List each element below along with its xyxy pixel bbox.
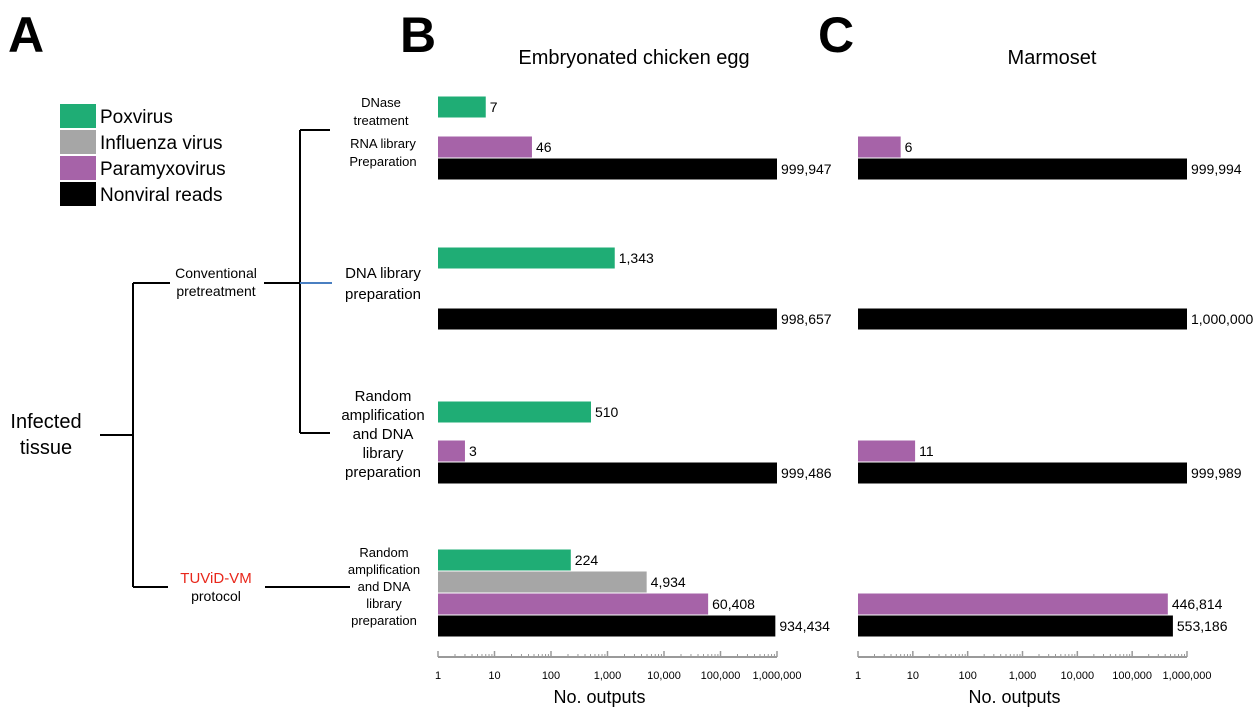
value-label-egg-g2-nonviral-reads: 998,657 bbox=[781, 311, 832, 327]
bar-marmoset-g1-paramyxovirus bbox=[858, 136, 901, 158]
tree-rand1-line4: library bbox=[363, 445, 404, 462]
chart-title-marmoset: Marmoset bbox=[1008, 47, 1097, 69]
value-label-marmoset-g2-nonviral-reads: 1,000,000 bbox=[1191, 311, 1253, 327]
panel-label-b: B bbox=[400, 7, 436, 63]
bar-egg-g2-poxvirus bbox=[438, 247, 615, 269]
tree-dnase-line1: DNase bbox=[361, 95, 401, 110]
bar-egg-g3-paramyxovirus bbox=[438, 440, 465, 462]
x-tick-label-marmoset-5: 100,000 bbox=[1112, 670, 1152, 682]
tree-root-line2: tissue bbox=[20, 437, 72, 459]
x-tick-label-egg-3: 1,000 bbox=[594, 670, 622, 682]
x-tick-label-egg-4: 10,000 bbox=[647, 670, 681, 682]
tree-tuvid-name: TUViD-VM bbox=[180, 570, 251, 587]
bar-egg-g4-poxvirus bbox=[438, 549, 571, 571]
bar-marmoset-g1-nonviral-reads bbox=[858, 158, 1187, 180]
tree-rand1-line2: amplification bbox=[341, 407, 424, 424]
tree-root-line1: Infected bbox=[10, 411, 81, 433]
x-axis-title-marmoset: No. outputs bbox=[968, 687, 1060, 707]
value-label-egg-g3-poxvirus: 510 bbox=[595, 404, 619, 420]
x-tick-label-egg-0: 1 bbox=[435, 670, 441, 682]
value-label-egg-g4-paramyxovirus: 60,408 bbox=[712, 596, 755, 612]
tree-rna-line2: Preparation bbox=[349, 154, 416, 169]
value-label-egg-g1-poxvirus: 7 bbox=[490, 99, 498, 115]
value-label-egg-g2-poxvirus: 1,343 bbox=[619, 250, 654, 266]
tree-rna-line1: RNA library bbox=[350, 136, 416, 151]
value-label-egg-g4-poxvirus: 224 bbox=[575, 552, 599, 568]
x-tick-label-marmoset-3: 1,000 bbox=[1009, 670, 1037, 682]
x-tick-label-egg-1: 10 bbox=[488, 670, 500, 682]
legend-label-nonviral: Nonviral reads bbox=[100, 185, 223, 206]
value-label-egg-g1-nonviral-reads: 999,947 bbox=[781, 161, 832, 177]
tree-rand1-line5: preparation bbox=[345, 464, 421, 481]
x-axis-title-egg: No. outputs bbox=[553, 687, 645, 707]
chart-title-egg: Embryonated chicken egg bbox=[518, 47, 749, 69]
value-label-marmoset-g1-paramyxovirus: 6 bbox=[905, 139, 913, 155]
x-tick-label-egg-6: 1,000,000 bbox=[753, 670, 802, 682]
tree-dna-line2: preparation bbox=[345, 286, 421, 303]
chart-egg: 7 46 999,947 1,343 998,657 510 3 999,486 224 4,93… bbox=[435, 96, 832, 707]
tree-rand2-line2: amplification bbox=[348, 562, 420, 577]
bar-marmoset-g4-nonviral-reads bbox=[858, 615, 1173, 637]
value-label-marmoset-g1-nonviral-reads: 999,994 bbox=[1191, 161, 1242, 177]
panel-label-a: A bbox=[8, 7, 44, 63]
value-label-egg-g4-nonviral-reads: 934,434 bbox=[779, 618, 830, 634]
tree-rand1-line3: and DNA bbox=[353, 426, 414, 443]
legend-label-poxvirus: Poxvirus bbox=[100, 107, 173, 128]
tree-rand1-line1: Random bbox=[355, 388, 412, 405]
x-tick-label-marmoset-0: 1 bbox=[855, 670, 861, 682]
value-label-marmoset-g4-nonviral-reads: 553,186 bbox=[1177, 618, 1228, 634]
bar-egg-g3-nonviral-reads bbox=[438, 462, 777, 484]
value-label-marmoset-g3-paramyxovirus: 11 bbox=[919, 443, 934, 459]
value-label-marmoset-g4-paramyxovirus: 446,814 bbox=[1172, 596, 1223, 612]
bar-egg-g4-influenza-virus bbox=[438, 571, 647, 593]
x-tick-label-marmoset-1: 10 bbox=[907, 670, 919, 682]
bar-marmoset-g3-paramyxovirus bbox=[858, 440, 916, 462]
legend-swatch-influenza bbox=[60, 130, 96, 154]
legend-swatch-paramyxovirus bbox=[60, 156, 96, 180]
bar-marmoset-g4-paramyxovirus bbox=[858, 593, 1168, 615]
value-label-egg-g3-nonviral-reads: 999,486 bbox=[781, 465, 832, 481]
bar-egg-g4-nonviral-reads bbox=[438, 615, 776, 637]
x-tick-label-marmoset-6: 1,000,000 bbox=[1163, 670, 1212, 682]
tree-dna-line1: DNA library bbox=[345, 265, 421, 282]
panel-label-c: C bbox=[818, 7, 854, 63]
bar-egg-g2-nonviral-reads bbox=[438, 308, 777, 330]
tree-tuvid-suffix: protocol bbox=[191, 588, 241, 604]
legend-swatch-nonviral bbox=[60, 182, 96, 206]
bar-marmoset-g2-nonviral-reads bbox=[858, 308, 1187, 330]
bar-egg-g4-paramyxovirus bbox=[438, 593, 709, 615]
tree-conventional-line1: Conventional bbox=[175, 265, 257, 281]
value-label-egg-g4-influenza-virus: 4,934 bbox=[651, 574, 686, 590]
bar-marmoset-g3-nonviral-reads bbox=[858, 462, 1187, 484]
value-label-egg-g3-paramyxovirus: 3 bbox=[469, 443, 477, 459]
tree-dnase-line2: treatment bbox=[354, 113, 409, 128]
legend-swatch-poxvirus bbox=[60, 104, 96, 128]
x-tick-label-marmoset-4: 10,000 bbox=[1061, 670, 1095, 682]
bar-egg-g1-nonviral-reads bbox=[438, 158, 777, 180]
tree-rand2-line4: library bbox=[366, 596, 402, 611]
bar-egg-g1-paramyxovirus bbox=[438, 136, 532, 158]
legend-label-influenza: Influenza virus bbox=[100, 133, 223, 154]
bar-egg-g3-poxvirus bbox=[438, 401, 591, 423]
x-tick-label-marmoset-2: 100 bbox=[958, 670, 976, 682]
tree-rand2-line5: preparation bbox=[351, 613, 417, 628]
chart-marmoset: 6 999,994 1,000,000 11 999,989 446,814 553,186… bbox=[855, 136, 1253, 707]
x-tick-label-egg-2: 100 bbox=[542, 670, 560, 682]
x-tick-label-egg-5: 100,000 bbox=[701, 670, 741, 682]
tree-rand2-line1: Random bbox=[359, 545, 408, 560]
value-label-egg-g1-paramyxovirus: 46 bbox=[536, 139, 552, 155]
tree-rand2-line3: and DNA bbox=[358, 579, 411, 594]
legend: Poxvirus Influenza virus Paramyxovirus N… bbox=[60, 104, 226, 206]
legend-label-paramyxovirus: Paramyxovirus bbox=[100, 159, 226, 180]
bar-egg-g1-poxvirus bbox=[438, 96, 486, 118]
value-label-marmoset-g3-nonviral-reads: 999,989 bbox=[1191, 465, 1242, 481]
tree-conventional-line2: pretreatment bbox=[176, 283, 255, 299]
tree-branches bbox=[100, 129, 350, 588]
